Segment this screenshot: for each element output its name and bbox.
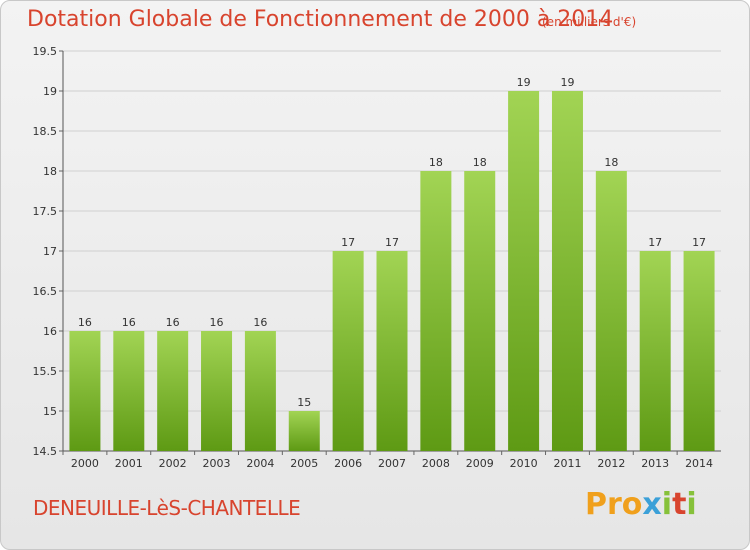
x-tick-label: 2012 bbox=[597, 457, 625, 470]
bar-value-label: 18 bbox=[473, 156, 487, 169]
bar bbox=[376, 251, 408, 451]
chart-subtitle: (en milliers d'€) bbox=[542, 15, 637, 29]
y-tick-label: 19.5 bbox=[33, 45, 58, 58]
x-tick-label: 2003 bbox=[203, 457, 231, 470]
x-tick-label: 2007 bbox=[378, 457, 406, 470]
bar-value-label: 16 bbox=[210, 316, 224, 329]
commune-name: DENEUILLE-LèS-CHANTELLE bbox=[33, 496, 301, 520]
x-tick-label: 2014 bbox=[685, 457, 713, 470]
bar-value-label: 17 bbox=[648, 236, 662, 249]
y-tick-label: 16.5 bbox=[33, 285, 58, 298]
bar-value-label: 15 bbox=[297, 396, 311, 409]
y-tick-label: 15 bbox=[43, 405, 57, 418]
y-tick-label: 14.5 bbox=[33, 445, 58, 458]
logo-letter: o bbox=[621, 487, 643, 522]
x-tick-label: 2013 bbox=[641, 457, 669, 470]
bar bbox=[551, 91, 583, 451]
bar-value-label: 18 bbox=[429, 156, 443, 169]
x-tick-label: 2005 bbox=[290, 457, 318, 470]
bar bbox=[508, 91, 540, 451]
bar bbox=[288, 411, 320, 451]
bar bbox=[464, 171, 496, 451]
bar bbox=[113, 331, 145, 451]
bar-value-label: 17 bbox=[385, 236, 399, 249]
logo-letter: i bbox=[661, 487, 673, 522]
y-tick-label: 17.5 bbox=[33, 205, 58, 218]
bar bbox=[69, 331, 101, 451]
x-tick-label: 2001 bbox=[115, 457, 143, 470]
y-tick-label: 15.5 bbox=[33, 365, 58, 378]
y-tick-label: 19 bbox=[43, 85, 57, 98]
x-tick-label: 2000 bbox=[71, 457, 99, 470]
bar-value-label: 16 bbox=[122, 316, 136, 329]
logo-letter: i bbox=[686, 487, 697, 522]
x-tick-label: 2011 bbox=[553, 457, 581, 470]
bar bbox=[201, 331, 233, 451]
bar-value-label: 17 bbox=[692, 236, 706, 249]
bar-value-label: 19 bbox=[560, 76, 574, 89]
logo-letter: P bbox=[585, 487, 607, 522]
chart-title: Dotation Globale de Fonctionnement de 20… bbox=[27, 7, 614, 32]
y-tick-label: 17 bbox=[43, 245, 57, 258]
y-tick-label: 18 bbox=[43, 165, 57, 178]
logo-letter: t bbox=[672, 487, 687, 522]
logo-letter: x bbox=[642, 487, 662, 522]
x-tick-label: 2002 bbox=[159, 457, 187, 470]
y-tick-label: 16 bbox=[43, 325, 57, 338]
bar-value-label: 16 bbox=[78, 316, 92, 329]
bar bbox=[420, 171, 452, 451]
logo-letter: r bbox=[607, 487, 622, 522]
bar bbox=[639, 251, 671, 451]
bar bbox=[244, 331, 276, 451]
x-tick-label: 2006 bbox=[334, 457, 362, 470]
bar bbox=[683, 251, 715, 451]
y-tick-label: 18.5 bbox=[33, 125, 58, 138]
x-tick-label: 2004 bbox=[246, 457, 274, 470]
bar bbox=[595, 171, 627, 451]
bar-value-label: 16 bbox=[166, 316, 180, 329]
proxiti-logo[interactable]: Proxiti bbox=[585, 487, 697, 522]
bar-value-label: 17 bbox=[341, 236, 355, 249]
bar bbox=[157, 331, 189, 451]
x-tick-label: 2009 bbox=[466, 457, 494, 470]
x-tick-label: 2010 bbox=[510, 457, 538, 470]
bar bbox=[332, 251, 364, 451]
bar-value-label: 16 bbox=[253, 316, 267, 329]
bar-value-label: 19 bbox=[517, 76, 531, 89]
bar-value-label: 18 bbox=[604, 156, 618, 169]
x-tick-label: 2008 bbox=[422, 457, 450, 470]
